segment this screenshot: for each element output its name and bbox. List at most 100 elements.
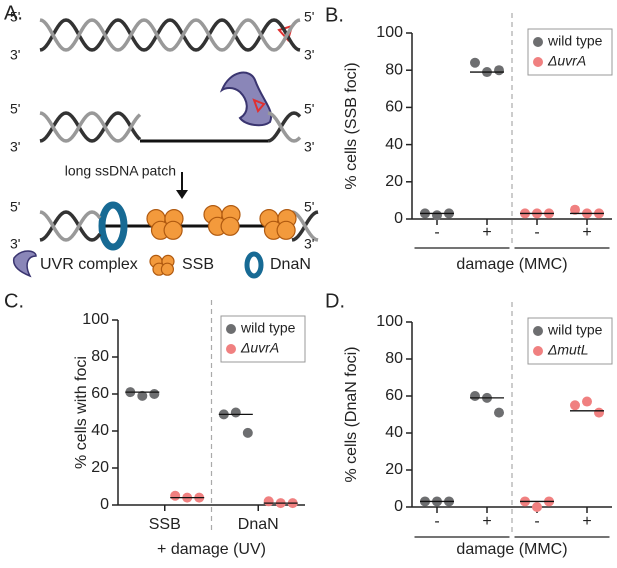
panel-label: C.: [4, 290, 24, 312]
dna-strand: [267, 111, 302, 143]
legend-label: DnaN: [270, 256, 311, 273]
x-tick-label: -: [534, 224, 539, 241]
end-label: 5': [10, 101, 20, 117]
y-tick-label: 60: [385, 99, 403, 116]
x-tick-label: DnaN: [238, 516, 279, 533]
y-tick-label: 80: [385, 61, 403, 78]
dna-strand: [267, 111, 302, 143]
legend-label: ΔuvrA: [240, 340, 279, 356]
dna-strand: [39, 111, 142, 143]
legend-label: SSB: [182, 256, 214, 273]
dna-strand: [39, 210, 102, 242]
legend-box: [220, 315, 306, 363]
dna-strand: [39, 210, 102, 242]
y-tick-label: 0: [394, 498, 403, 515]
legend-dnan-icon: [244, 251, 264, 279]
dna-strand: [39, 18, 301, 52]
y-axis-label: % cells (SSB foci): [343, 62, 360, 189]
x-tick-label: SSB: [149, 516, 181, 533]
legend-label: UVR complex: [40, 256, 138, 273]
data-point: [170, 490, 181, 501]
legend-marker: [226, 344, 236, 354]
data-point: [242, 427, 253, 438]
y-tick-label: 20: [385, 461, 403, 478]
panel-label: D.: [325, 290, 345, 312]
y-tick-label: 40: [385, 136, 403, 153]
uvr-complex: [219, 71, 273, 127]
y-tick-label: 100: [376, 313, 403, 330]
y-tick-label: 0: [100, 496, 109, 513]
x-tick-label: +: [582, 513, 591, 530]
panel-a: A. long ssDNA patch UVR complex SSB DnaN…: [4, 2, 319, 279]
x-tick-label: -: [434, 224, 439, 241]
data-point: [470, 57, 480, 68]
end-label: 5': [10, 9, 20, 25]
data-point: [149, 389, 160, 399]
dna-strand: [39, 111, 142, 143]
x-tick-label: +: [482, 513, 491, 530]
x-axis-label: damage (MMC): [456, 256, 567, 273]
dna-strand: [291, 210, 319, 242]
y-tick-label: 100: [82, 311, 109, 328]
arrow-head: [176, 190, 188, 199]
data-point: [494, 407, 504, 418]
legend-marker: [533, 57, 543, 67]
x-tick-label: -: [434, 513, 439, 530]
legend-uvr-icon: [12, 250, 37, 278]
data-point: [230, 407, 241, 418]
data-point: [570, 400, 580, 411]
legend-box: [527, 28, 613, 76]
y-tick-label: 0: [394, 210, 403, 227]
data-point: [582, 396, 592, 407]
patch-label: long ssDNA patch: [65, 163, 176, 179]
legend-label: wild type: [240, 320, 296, 336]
x-axis-label: damage (MMC): [456, 541, 567, 558]
y-tick-label: 100: [376, 24, 403, 41]
end-label: 5': [304, 199, 314, 215]
end-label: 3': [10, 139, 20, 155]
data-point: [432, 210, 442, 221]
y-axis-label: % cells (DnaN foci): [343, 346, 360, 482]
x-tick-label: +: [482, 224, 491, 241]
legend-label: wild type: [547, 322, 603, 338]
legend-label: ΔuvrA: [547, 53, 586, 69]
ssb: [276, 220, 296, 240]
chart: D. 0 20 40 60 80 100 % cells (DnaN foci) - + - + dam…: [325, 290, 613, 558]
end-label: 3': [304, 47, 314, 63]
x-tick-label: +: [582, 224, 591, 241]
legend-marker: [533, 326, 543, 336]
y-tick-label: 40: [91, 422, 109, 439]
panel-label: A.: [4, 2, 23, 24]
legend-label: ΔmutL: [547, 342, 589, 358]
y-tick-label: 60: [91, 385, 109, 402]
x-tick-label: -: [534, 513, 539, 530]
chart: B. 0 20 40 60 80 100 % cells (SSB foci) - + - + dama…: [325, 4, 613, 273]
lesion: [252, 98, 266, 113]
legend-marker: [533, 346, 543, 356]
data-point: [494, 65, 504, 76]
data-point: [594, 407, 604, 418]
ssb: [163, 220, 183, 240]
x-axis-label: + damage (UV): [157, 541, 266, 558]
legend-ssb-icon: [160, 262, 174, 276]
end-label: 3': [304, 236, 314, 252]
panel-label: B.: [325, 4, 344, 26]
y-tick-label: 20: [91, 459, 109, 476]
legend-marker: [533, 37, 543, 47]
legend-marker: [226, 324, 236, 334]
legend-label: wild type: [547, 33, 603, 49]
end-label: 3': [304, 139, 314, 155]
y-tick-label: 40: [385, 424, 403, 441]
data-point: [263, 496, 274, 507]
data-point: [137, 390, 148, 401]
y-tick-label: 80: [91, 348, 109, 365]
end-label: 3': [10, 236, 20, 252]
chart: C. 0 20 40 60 80 100 % cells with foci SSB DnaN + …: [4, 290, 306, 558]
dnan: [98, 201, 128, 251]
end-label: 3': [10, 47, 20, 63]
ssb: [220, 216, 240, 236]
dna-strand: [39, 18, 301, 52]
y-tick-label: 60: [385, 387, 403, 404]
end-label: 5': [304, 9, 314, 25]
